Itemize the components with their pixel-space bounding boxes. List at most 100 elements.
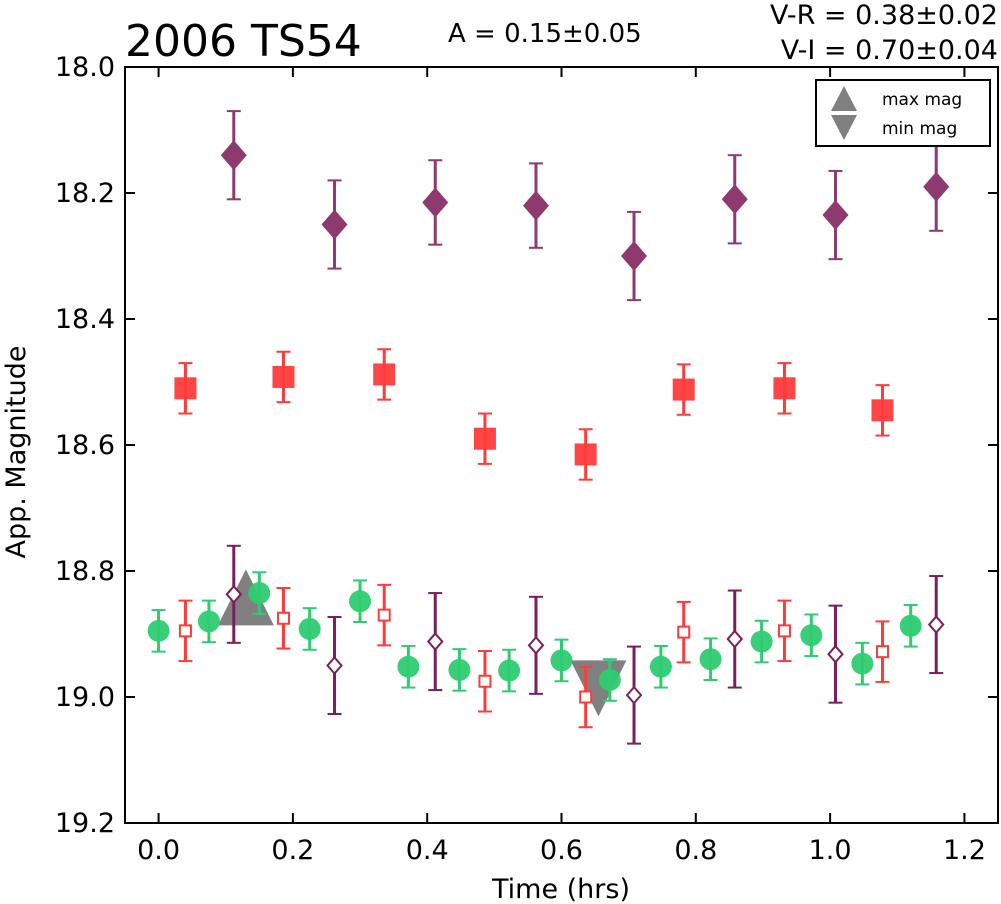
marker-square [272, 365, 295, 388]
marker-circle [448, 658, 471, 681]
marker-circle [248, 582, 271, 605]
amplitude-annotation: A = 0.15±0.05 [448, 19, 642, 49]
y-tick-label: 18.8 [55, 556, 115, 587]
marker-square-open [178, 624, 192, 638]
data-point [574, 428, 597, 481]
marker-square-open [579, 690, 593, 704]
data-point [625, 645, 643, 745]
y-tick-label: 18.2 [55, 178, 115, 209]
marker-square-open [377, 608, 391, 622]
x-tick-label: 1.2 [943, 835, 986, 866]
marker-circle [147, 619, 170, 642]
marker-circle [899, 614, 922, 637]
chart-title: 2006 TS54 [125, 16, 362, 67]
legend-min-mag-triangle-icon [831, 115, 857, 140]
marker-square-open [276, 611, 290, 625]
data-point [550, 638, 573, 683]
data-point [321, 179, 348, 270]
data-point [750, 619, 773, 664]
marker-circle [397, 655, 420, 678]
data-point [621, 210, 648, 302]
data-point [822, 169, 849, 261]
data-point [927, 575, 945, 675]
marker-square-open [478, 674, 492, 688]
legend: max mag min mag [815, 79, 991, 147]
marker-circle [649, 655, 672, 678]
marker-diamond [822, 200, 849, 231]
marker-square-open [777, 624, 791, 638]
legend-entry-max-mag: max mag [882, 90, 962, 110]
y-axis-label: App. Magnitude [1, 346, 32, 559]
data-point [699, 637, 722, 681]
data-point [527, 595, 545, 695]
data-point [672, 363, 695, 416]
data-point [298, 607, 321, 651]
data-point [272, 350, 295, 404]
x-tick-label: 0.2 [271, 835, 314, 866]
data-point [197, 599, 220, 644]
marker-square [473, 427, 496, 450]
marker-square [574, 443, 597, 466]
data-point [851, 641, 874, 686]
data-point [448, 648, 471, 692]
marker-diamond [422, 187, 449, 218]
marker-diamond [923, 171, 950, 202]
y-tick-label: 18.4 [55, 304, 115, 335]
y-tick-label: 18.6 [55, 430, 115, 461]
marker-square-open [875, 645, 889, 659]
marker-circle [298, 617, 321, 640]
marker-circle [851, 652, 874, 675]
marker-diamond-open [827, 644, 844, 664]
y-tick-label: 19.0 [55, 682, 115, 713]
marker-diamond [621, 241, 648, 271]
marker-square [871, 399, 894, 422]
data-point [578, 665, 593, 729]
marker-square [174, 377, 197, 400]
data-point [777, 599, 792, 663]
data-point [178, 599, 193, 663]
marker-diamond-open [426, 632, 444, 652]
data-point [377, 583, 392, 647]
data-point [498, 648, 521, 693]
marker-circle [498, 659, 521, 682]
plot-frame [124, 66, 999, 824]
marker-diamond [321, 209, 348, 240]
marker-diamond-open [625, 685, 643, 705]
marker-diamond [220, 140, 247, 171]
marker-diamond-open [225, 584, 243, 604]
marker-diamond-open [527, 635, 545, 655]
marker-circle [349, 590, 372, 613]
marker-diamond-open [326, 655, 343, 676]
data-point [726, 589, 744, 689]
data-point [598, 658, 621, 702]
data-layer [147, 110, 950, 745]
marker-circle [550, 649, 573, 672]
x-tick-label: 0.6 [540, 835, 583, 866]
data-point [225, 544, 243, 644]
marker-circle [699, 648, 722, 671]
data-point [422, 159, 449, 246]
marker-diamond-open [927, 615, 945, 635]
marker-circle [750, 630, 773, 653]
marker-circle [197, 610, 220, 633]
data-point [800, 613, 823, 658]
x-tick-label: 0.0 [137, 835, 180, 866]
data-point [721, 154, 748, 245]
data-point [875, 620, 890, 683]
data-point [871, 384, 894, 437]
vi-annotation: V-I = 0.70±0.04 [781, 35, 998, 66]
data-point [473, 412, 496, 465]
data-point [373, 348, 396, 401]
legend-entry-min-mag: min mag [882, 119, 957, 139]
y-tick-label: 19.2 [55, 808, 115, 839]
x-tick-label: 1.0 [809, 835, 852, 866]
marker-circle [800, 624, 823, 647]
y-tick-label: 18.0 [55, 52, 115, 83]
data-point [397, 644, 420, 689]
marker-diamond-open [726, 629, 744, 649]
x-tick-label: 0.4 [406, 835, 449, 866]
data-point [923, 141, 950, 232]
data-point [326, 615, 343, 716]
marker-circle [598, 668, 621, 691]
